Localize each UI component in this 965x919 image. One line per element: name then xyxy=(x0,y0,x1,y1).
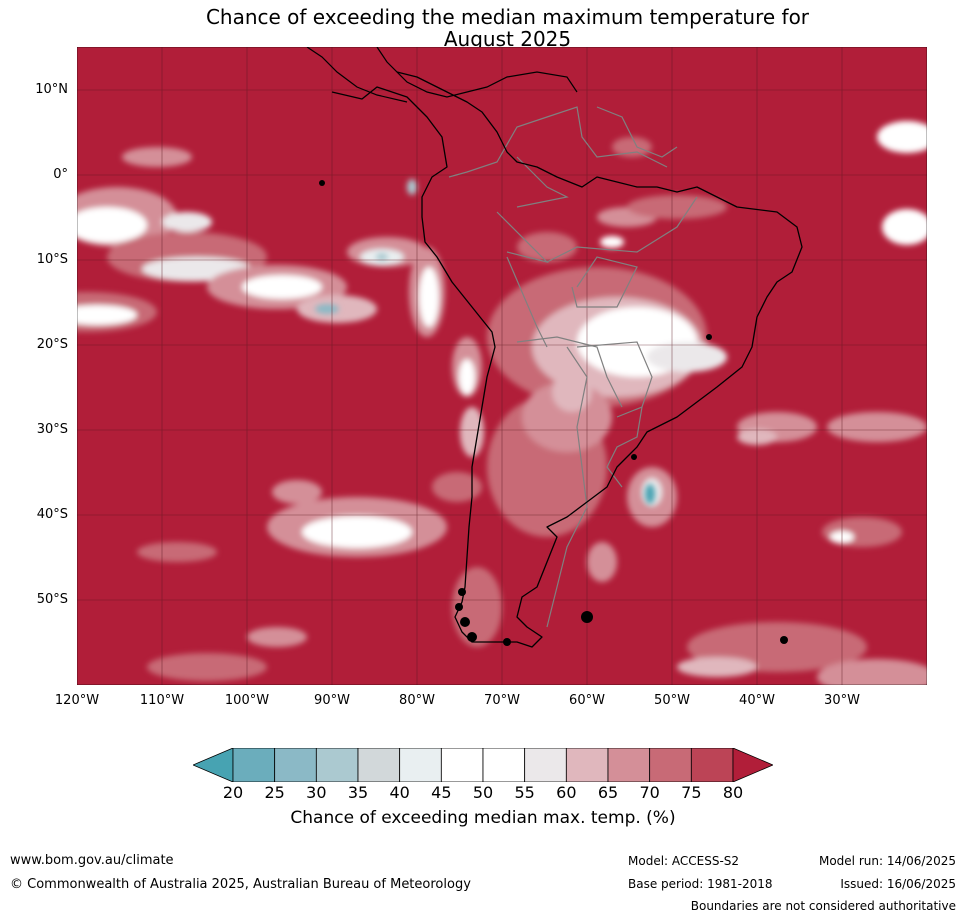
colorbar-swatch xyxy=(440,748,484,782)
lon-label: 70°W xyxy=(484,693,520,708)
anomaly-patch xyxy=(600,236,624,248)
anomaly-patch xyxy=(612,137,652,157)
lon-label: 80°W xyxy=(399,693,435,708)
anomaly-patch xyxy=(432,472,482,502)
anomaly-patch xyxy=(407,179,417,195)
probability-patches xyxy=(77,121,927,685)
anomaly-patch xyxy=(315,304,339,314)
country-borders xyxy=(448,106,698,628)
colorbar xyxy=(193,748,773,782)
anomaly-patch xyxy=(247,627,307,647)
issued-date: Issued: 16/06/2025 xyxy=(840,877,956,891)
colorbar-tick-label: 65 xyxy=(597,783,619,802)
forecast-map xyxy=(77,47,927,685)
coastline-islands xyxy=(319,180,788,646)
colorbar-extend-low xyxy=(193,748,234,782)
anomaly-patch xyxy=(645,484,655,504)
colorbar-tick-label: 55 xyxy=(514,783,535,802)
colorbar-swatch xyxy=(649,748,692,782)
model-name: Model: ACCESS-S2 xyxy=(628,854,740,868)
anomaly-patch xyxy=(77,305,137,325)
colorbar-tick-label: 80 xyxy=(722,783,744,802)
lon-label: 100°W xyxy=(224,693,270,708)
colorbar-tick-label: 30 xyxy=(306,783,327,802)
colorbar-swatch xyxy=(607,748,651,782)
anomaly-patch xyxy=(827,412,927,442)
map-title-line2: August 2025 xyxy=(443,27,572,51)
anomaly-patch xyxy=(822,517,902,547)
colorbar-swatch xyxy=(690,748,734,782)
copyright-text: © Commonwealth of Australia 2025, Austra… xyxy=(10,877,471,892)
coastline xyxy=(306,47,578,103)
anomaly-patch xyxy=(587,542,617,582)
lon-label: 90°W xyxy=(314,693,350,708)
colorbar-tick-label: 75 xyxy=(681,783,702,802)
colorbar-swatch xyxy=(565,748,609,782)
colorbar-label: Chance of exceeding median max. temp. (%… xyxy=(290,808,676,828)
anomaly-patch xyxy=(817,659,927,685)
lat-label: 50°S xyxy=(36,592,68,607)
lat-label: 20°S xyxy=(36,337,68,352)
anomaly-patch xyxy=(302,516,412,548)
lat-label: 0° xyxy=(53,167,68,182)
colorbar-swatch xyxy=(357,748,401,782)
anomaly-patch xyxy=(272,480,322,504)
coastline xyxy=(331,71,803,648)
anomaly-patch xyxy=(882,209,927,245)
lon-label: 110°W xyxy=(139,693,185,708)
colorbar-tick-label: 20 xyxy=(222,783,244,802)
lon-label: 120°W xyxy=(54,693,100,708)
anomaly-patch xyxy=(77,207,147,243)
base-period: Base period: 1981-2018 xyxy=(628,877,773,891)
anomaly-patch xyxy=(677,657,757,677)
anomaly-patch xyxy=(162,212,212,232)
colorbar-swatch xyxy=(399,748,442,782)
anomaly-patch xyxy=(627,195,727,219)
lat-label: 30°S xyxy=(36,422,68,437)
colorbar-tick-label: 40 xyxy=(389,783,410,802)
anomaly-patch xyxy=(517,232,577,262)
lat-label: 10°N xyxy=(35,82,68,97)
colorbar-tick-label: 60 xyxy=(556,783,577,802)
colorbar-tick-label: 25 xyxy=(264,783,285,802)
website-link[interactable]: www.bom.gov.au/climate xyxy=(10,853,174,868)
colorbar-extend-high xyxy=(732,748,773,782)
colorbar-tick-label: 35 xyxy=(347,783,369,802)
anomaly-patch xyxy=(137,542,217,562)
colorbar-swatch xyxy=(524,748,567,782)
colorbar-swatches xyxy=(193,748,773,782)
below-median-patches xyxy=(315,179,655,504)
anomaly-patch xyxy=(376,253,388,261)
anomaly-patch xyxy=(552,372,592,412)
lon-label: 50°W xyxy=(654,693,690,708)
model-run-date: Model run: 14/06/2025 xyxy=(818,854,956,868)
colorbar-tick-label: 70 xyxy=(639,783,660,802)
lat-label: 40°S xyxy=(36,507,68,522)
disclaimer-text: Boundaries are not considered authoritat… xyxy=(690,899,956,913)
lon-label: 30°W xyxy=(824,693,860,708)
anomaly-patch xyxy=(419,267,439,327)
lon-label: 40°W xyxy=(739,693,775,708)
map-title-line1: Chance of exceeding the median maximum t… xyxy=(205,5,810,29)
colorbar-swatch xyxy=(482,748,526,782)
colorbar-swatch xyxy=(232,748,276,782)
anomaly-patch xyxy=(460,407,484,457)
colorbar-tick-label: 50 xyxy=(472,783,494,802)
colorbar-swatch xyxy=(315,748,359,782)
anomaly-patch xyxy=(459,359,475,395)
anomaly-patch xyxy=(647,342,727,372)
lon-label: 60°W xyxy=(569,693,605,708)
colorbar-tick-label: 45 xyxy=(431,783,452,802)
colorbar-swatch xyxy=(274,748,317,782)
anomaly-patch xyxy=(242,275,322,299)
lat-label: 10°S xyxy=(36,252,68,267)
anomaly-patch xyxy=(877,121,927,153)
anomaly-patch xyxy=(147,653,267,681)
anomaly-patch xyxy=(122,147,192,167)
